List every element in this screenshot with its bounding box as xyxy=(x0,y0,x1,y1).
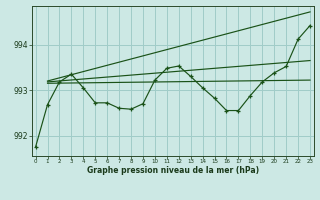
X-axis label: Graphe pression niveau de la mer (hPa): Graphe pression niveau de la mer (hPa) xyxy=(87,166,259,175)
